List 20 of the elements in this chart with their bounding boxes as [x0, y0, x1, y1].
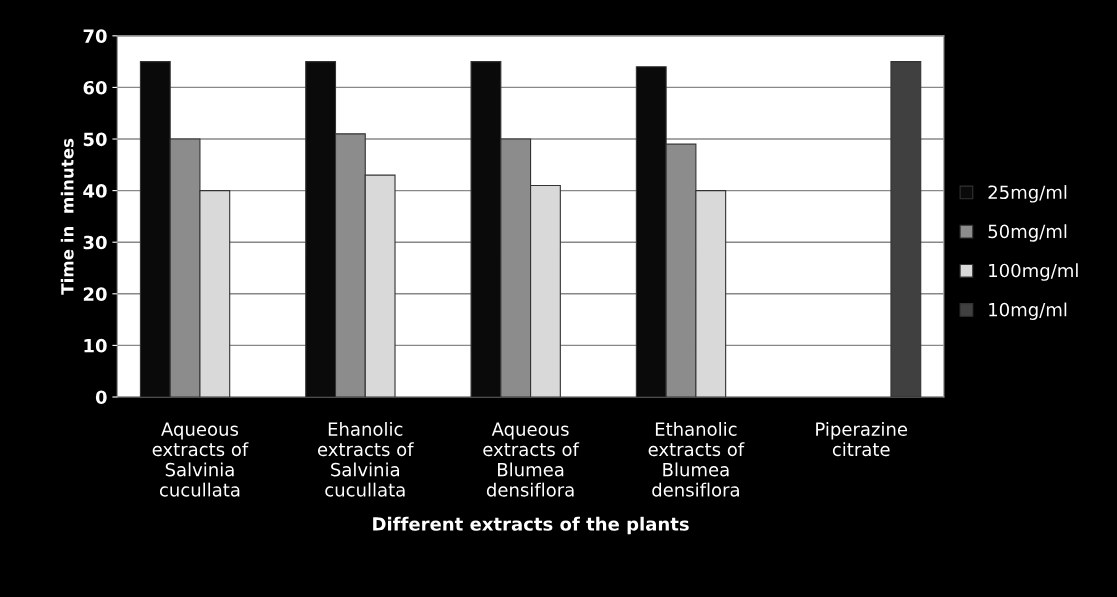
y-tick-label: 70 [83, 29, 107, 43]
x-tick-label: Aqueous extracts of Salvinia cucullata [152, 422, 249, 497]
legend-label: 50mg/ml [988, 224, 1067, 242]
x-tick-label: Aqueous extracts of Blumea densiflora [483, 422, 580, 497]
y-tick-label: 0 [95, 390, 107, 405]
x-axis-title: Different extracts of the plants [373, 516, 689, 535]
y-tick-label: 60 [83, 80, 107, 95]
x-tick-label: Ehanolic extracts of Salvinia cucullata [317, 422, 414, 497]
y-axis-title: Time in minutes [60, 138, 74, 295]
bar [890, 61, 922, 397]
y-tick-label: 10 [84, 338, 107, 353]
y-tick-label: 40 [83, 184, 107, 198]
legend-label: 10mg/ml [989, 302, 1067, 320]
y-tick-label: 20 [83, 287, 107, 301]
x-tick-label: Ethanolic extracts of Blumea densiflora [648, 422, 745, 497]
y-tick-label: 50 [83, 132, 107, 147]
x-tick-label: Piperazine citrate [816, 422, 908, 457]
legend-label: 25mg/ml [988, 185, 1067, 203]
legend-label: 100mg/ml [989, 263, 1078, 281]
y-tick-label: 30 [83, 235, 107, 250]
